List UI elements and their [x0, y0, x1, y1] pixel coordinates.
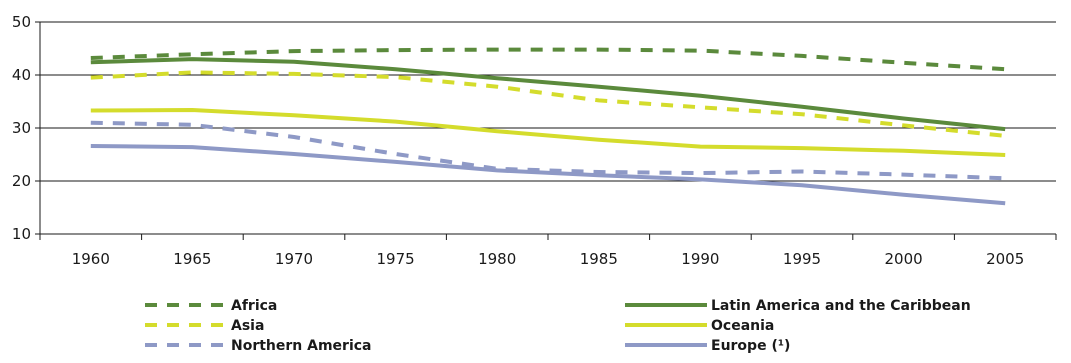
legend-label: Northern America	[231, 338, 372, 354]
series-line-1	[90, 57, 1006, 132]
axes: 10 20 30 40 50 1960 1965 1970 1975 1980 1985 1990 19…	[12, 13, 1057, 268]
y-tick-label: 10	[12, 225, 31, 243]
series-lines	[90, 47, 1006, 206]
x-tick-label: 2005	[986, 250, 1024, 268]
legend-label: Europe (¹)	[711, 338, 790, 354]
x-tick-label: 1980	[478, 250, 516, 268]
x-tick-label: 1975	[377, 250, 415, 268]
y-tick-label: 40	[12, 66, 31, 84]
x-tick-label: 1985	[580, 250, 618, 268]
x-tick-label: 1990	[681, 250, 719, 268]
x-tick-label: 2000	[885, 250, 923, 268]
x-tick-label: 1995	[783, 250, 821, 268]
gridlines	[40, 21, 1056, 182]
x-tick-label: 1965	[173, 250, 211, 268]
legend-label: Oceania	[711, 318, 774, 334]
legend-label: Africa	[231, 298, 277, 314]
y-tick-label: 20	[12, 172, 31, 190]
legend-label: Asia	[231, 318, 264, 334]
legend-label: Latin America and the Caribbean	[711, 298, 971, 314]
series-line-5	[90, 144, 1006, 206]
series-line-3	[90, 108, 1006, 157]
y-tick-label: 50	[12, 13, 31, 31]
y-tick-label: 30	[12, 119, 31, 137]
x-tick-label: 1970	[275, 250, 313, 268]
x-tick-label: 1960	[72, 250, 110, 268]
legend: Africa Asia Northern America Latin America …	[145, 298, 971, 354]
